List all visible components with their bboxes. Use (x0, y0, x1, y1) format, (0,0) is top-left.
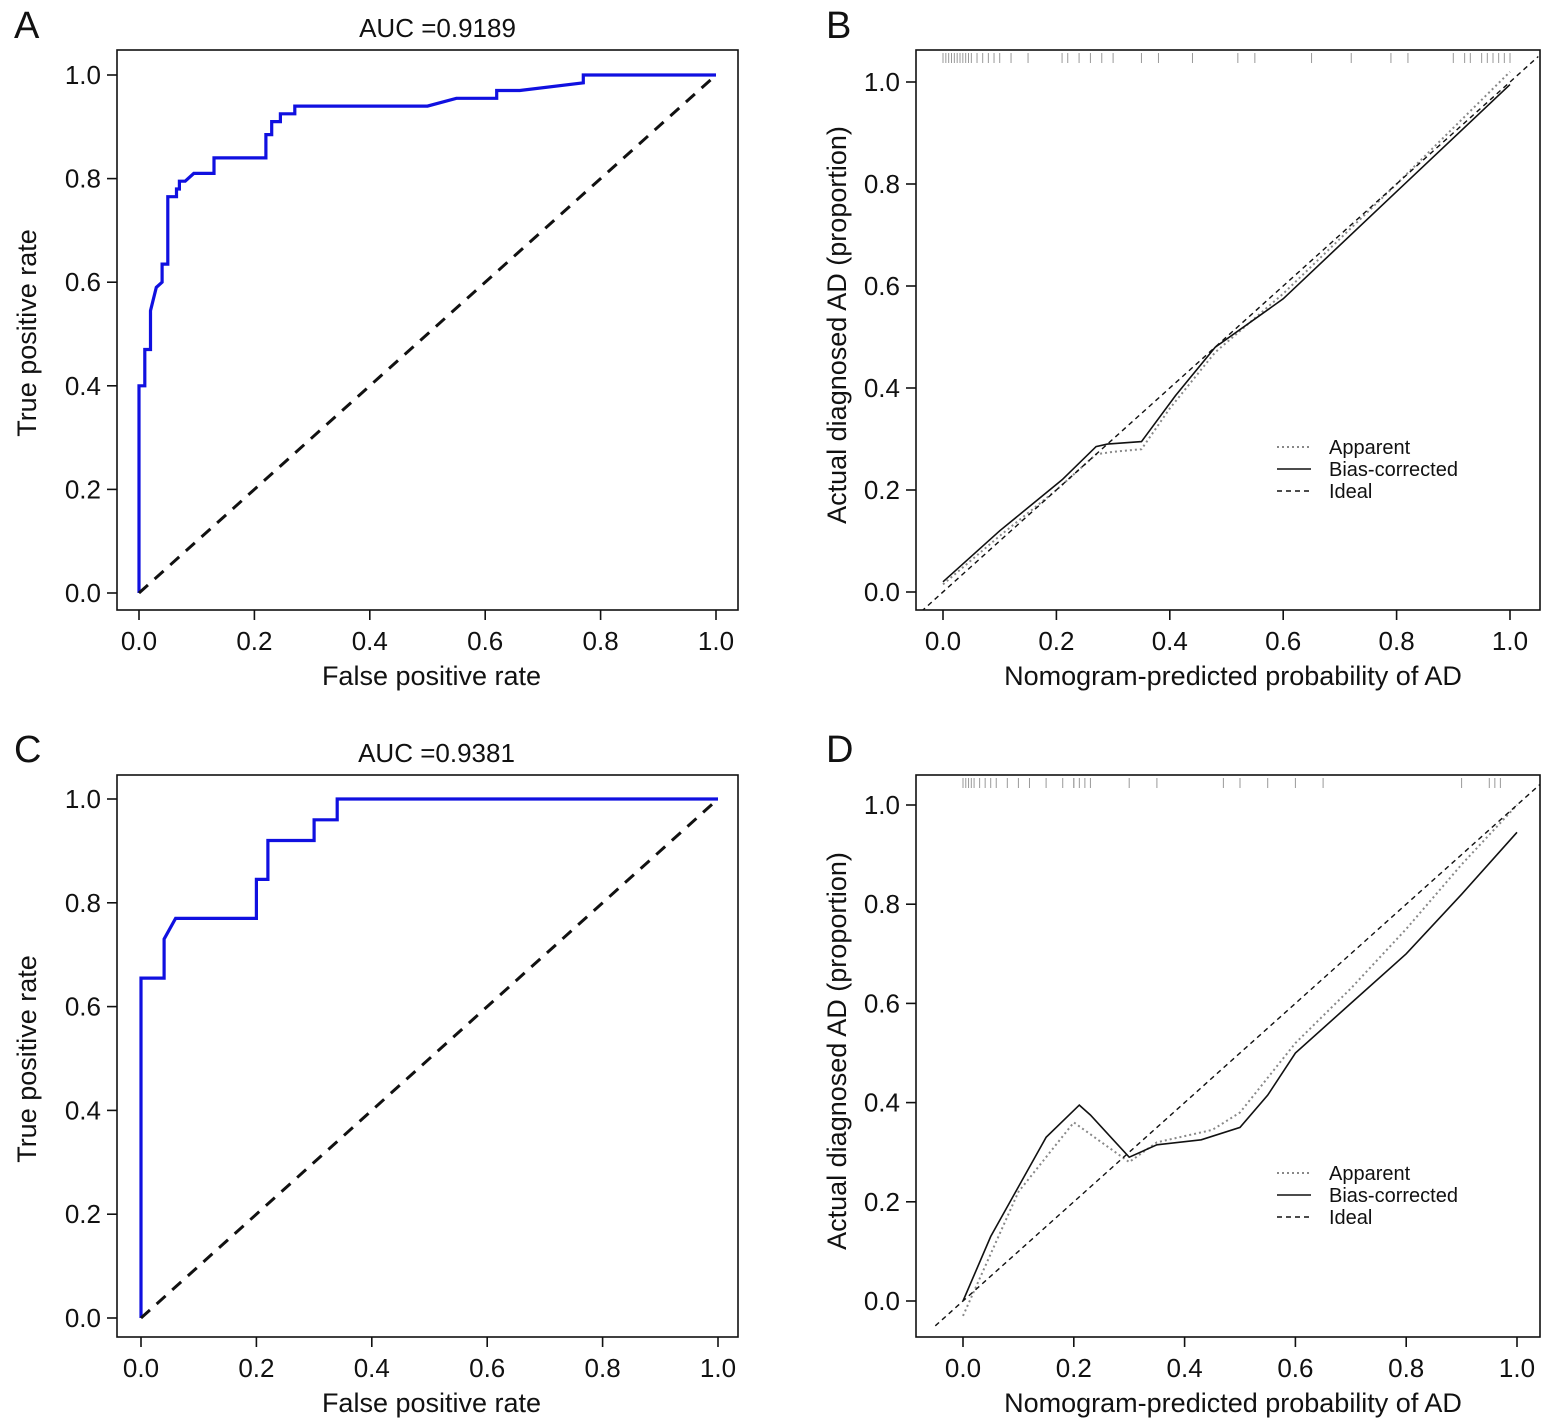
y-tick-label: 0.0 (65, 578, 101, 608)
legend-label: Apparent (1329, 1163, 1411, 1185)
y-tick-label: 0.2 (65, 474, 101, 504)
x-tick-label: 1.0 (1499, 1353, 1535, 1383)
y-tick-label: 0.0 (65, 1303, 101, 1333)
y-tick-label: 0.4 (864, 373, 900, 403)
panel-d: D 0.0 0.2 0.4 0.6 0.8 1.0 0.0 0.2 0.4 0.6 0.8 1.0 Nom… (822, 729, 1541, 1418)
panel-letter-b: B (826, 5, 851, 47)
ideal-line (934, 783, 1540, 1327)
panel-b: B 0.0 0.2 0.4 0.6 0.8 1.0 0.0 0.2 0.4 0.6 0.8 1.0 Nom… (822, 5, 1541, 691)
x-tick-label: 0.8 (1379, 626, 1415, 656)
x-tick-label: 0.6 (469, 1353, 505, 1383)
y-tick-label: 0.8 (864, 169, 900, 199)
panel-c: C AUC =0.9381 0.0 0.2 0.4 0.6 0.8 1.0 0.0 0.2 0.4 0… (12, 729, 739, 1418)
chart-title: AUC =0.9381 (358, 738, 515, 768)
rug-marks (962, 778, 1501, 788)
chart-title: AUC =0.9189 (359, 13, 516, 43)
y-tick-label: 1.0 (65, 60, 101, 90)
plot-frame (116, 49, 739, 611)
y-tick-label: 0.0 (864, 577, 900, 607)
y-axis-label: True positive rate (12, 229, 42, 437)
roc-curve (139, 797, 718, 1318)
x-tick-label: 0.4 (1152, 626, 1188, 656)
y-tick-label: 0.8 (65, 164, 101, 194)
x-tick-label: 0.4 (354, 1353, 390, 1383)
legend-label: Bias-corrected (1329, 459, 1458, 481)
y-axis-label: Actual diagnosed AD (proportion) (822, 126, 852, 524)
x-axis-label: Nomogram-predicted probability of AD (1004, 661, 1462, 691)
plot-frame (116, 774, 739, 1338)
y-tick-label: 0.4 (65, 1095, 101, 1125)
x-tick-label: 0.4 (1167, 1353, 1203, 1383)
x-tick-label: 0.2 (1038, 626, 1074, 656)
rug-marks (942, 53, 1511, 63)
x-axis-label: Nomogram-predicted probability of AD (1004, 1388, 1462, 1418)
plot-frame (915, 774, 1541, 1338)
legend-label: Ideal (1329, 1207, 1372, 1229)
x-tick-label: 0.0 (945, 1353, 981, 1383)
x-tick-label: 0.6 (467, 626, 503, 656)
legend-label: Apparent (1329, 437, 1411, 459)
roc-curve (137, 73, 716, 593)
plot-area (934, 783, 1540, 1327)
y-tick-label: 1.0 (864, 790, 900, 820)
bias-corrected-line (962, 831, 1518, 1302)
legend-label: Bias-corrected (1329, 1185, 1458, 1207)
x-tick-label: 0.8 (1388, 1353, 1424, 1383)
x-tick-label: 0.2 (236, 626, 272, 656)
y-tick-label: 0.6 (65, 992, 101, 1022)
y-axis-label: True positive rate (12, 955, 42, 1163)
apparent-line (962, 804, 1518, 1317)
y-tick-label: 1.0 (864, 67, 900, 97)
y-tick-label: 0.6 (864, 271, 900, 301)
plot-area (921, 55, 1539, 610)
ideal-line (921, 55, 1539, 610)
y-tick-label: 0.6 (864, 988, 900, 1018)
panel-letter-c: C (14, 729, 41, 771)
reference-diagonal (137, 73, 718, 595)
y-tick-label: 0.2 (864, 1187, 900, 1217)
panel-letter-d: D (826, 729, 853, 771)
x-tick-label: 0.0 (123, 1353, 159, 1383)
y-tick-label: 0.2 (65, 1199, 101, 1229)
panel-letter-a: A (14, 5, 40, 47)
x-tick-label: 0.8 (583, 626, 619, 656)
x-tick-label: 0.2 (238, 1353, 274, 1383)
plot-area (137, 73, 718, 595)
y-tick-label: 0.4 (864, 1088, 900, 1118)
x-tick-label: 0.6 (1265, 626, 1301, 656)
x-tick-label: 1.0 (1492, 626, 1528, 656)
panel-a: A AUC =0.9189 0.0 0.2 0.4 0.6 0.8 1.0 0.0 0.2 0.4 0… (12, 5, 739, 691)
x-axis-label: False positive rate (322, 661, 541, 691)
y-tick-label: 0.4 (65, 371, 101, 401)
plot-area (139, 797, 720, 1320)
legend-label: Ideal (1329, 481, 1372, 503)
x-tick-label: 0.8 (585, 1353, 621, 1383)
x-axis-label: False positive rate (322, 1388, 541, 1418)
plot-frame (915, 49, 1541, 611)
x-tick-label: 0.0 (925, 626, 961, 656)
y-tick-label: 0.8 (864, 889, 900, 919)
x-tick-label: 1.0 (700, 1353, 736, 1383)
y-tick-label: 0.0 (864, 1286, 900, 1316)
x-tick-label: 0.0 (121, 626, 157, 656)
x-tick-label: 0.2 (1056, 1353, 1092, 1383)
x-tick-label: 0.6 (1277, 1353, 1313, 1383)
y-axis-label: Actual diagnosed AD (proportion) (822, 852, 852, 1250)
x-tick-label: 1.0 (698, 626, 734, 656)
x-tick-label: 0.4 (352, 626, 388, 656)
y-tick-label: 0.8 (65, 888, 101, 918)
apparent-line (942, 71, 1511, 586)
bias-corrected-line (942, 84, 1511, 583)
y-tick-label: 0.2 (864, 475, 900, 505)
reference-diagonal (139, 797, 720, 1320)
y-tick-label: 0.6 (65, 267, 101, 297)
y-tick-label: 1.0 (65, 784, 101, 814)
